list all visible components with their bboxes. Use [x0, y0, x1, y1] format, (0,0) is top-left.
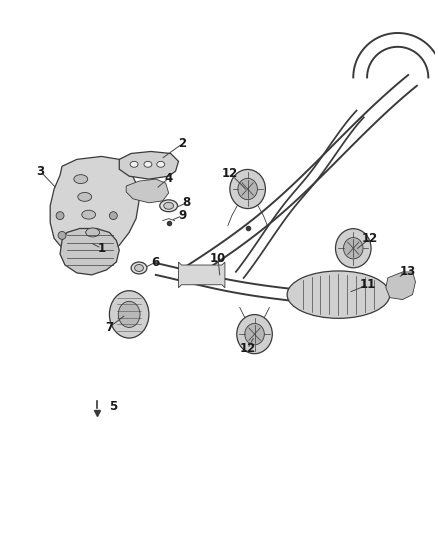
Text: 4: 4 [165, 172, 173, 184]
FancyBboxPatch shape [113, 190, 126, 202]
Text: 7: 7 [106, 321, 113, 334]
Text: 12: 12 [222, 167, 238, 180]
Polygon shape [60, 229, 119, 275]
Ellipse shape [86, 228, 99, 237]
Polygon shape [386, 272, 416, 300]
Ellipse shape [130, 161, 138, 167]
FancyBboxPatch shape [117, 205, 130, 216]
Circle shape [58, 231, 66, 239]
Ellipse shape [74, 175, 88, 183]
Ellipse shape [230, 169, 265, 208]
Ellipse shape [144, 161, 152, 167]
Ellipse shape [110, 290, 149, 338]
Ellipse shape [82, 210, 95, 219]
Polygon shape [50, 156, 139, 260]
Text: 11: 11 [360, 278, 376, 291]
Ellipse shape [245, 324, 264, 345]
Ellipse shape [160, 200, 177, 212]
Ellipse shape [237, 314, 272, 354]
Text: 10: 10 [210, 252, 226, 264]
Circle shape [110, 212, 117, 220]
Ellipse shape [343, 238, 363, 259]
Circle shape [56, 212, 64, 220]
Text: 5: 5 [109, 400, 117, 413]
Text: 2: 2 [178, 137, 187, 150]
Ellipse shape [134, 264, 144, 271]
Text: 12: 12 [362, 232, 378, 245]
Ellipse shape [78, 192, 92, 201]
Ellipse shape [131, 262, 147, 274]
Polygon shape [126, 179, 169, 203]
Text: 6: 6 [152, 255, 160, 269]
Ellipse shape [336, 229, 371, 268]
Polygon shape [119, 151, 179, 179]
Text: 8: 8 [182, 196, 191, 209]
Ellipse shape [238, 179, 258, 200]
Text: 1: 1 [97, 242, 106, 255]
FancyBboxPatch shape [99, 160, 113, 172]
Text: 12: 12 [240, 342, 256, 356]
FancyBboxPatch shape [106, 175, 120, 187]
Ellipse shape [157, 161, 165, 167]
Text: 9: 9 [178, 209, 187, 222]
Ellipse shape [287, 271, 390, 318]
Ellipse shape [118, 301, 140, 327]
Text: 3: 3 [36, 165, 44, 177]
Polygon shape [179, 262, 225, 288]
Text: 13: 13 [399, 265, 416, 278]
Ellipse shape [164, 203, 173, 209]
